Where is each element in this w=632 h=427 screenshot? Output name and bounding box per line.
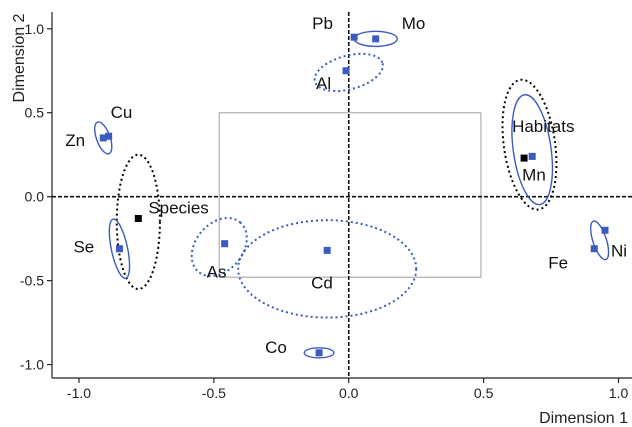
point-marker-ni xyxy=(601,226,609,234)
point-marker-pb xyxy=(350,33,358,41)
confidence-ellipse-species xyxy=(115,153,161,291)
point-label-zn: Zn xyxy=(65,131,85,150)
inner-box-layer xyxy=(218,112,482,278)
point-label-cu: Cu xyxy=(111,103,133,122)
x-tick-label: -0.5 xyxy=(202,385,226,401)
point-label-ni: Ni xyxy=(611,241,627,260)
point-label-habitats: Habitats xyxy=(512,117,574,136)
point-marker-al xyxy=(342,67,350,75)
point-label-fe: Fe xyxy=(548,254,568,273)
y-tick-label: 0.5 xyxy=(25,105,45,121)
point-label-mo: Mo xyxy=(402,14,426,33)
point-label-al: Al xyxy=(316,74,331,93)
point-marker-mn xyxy=(528,152,536,160)
point-layer xyxy=(99,33,609,357)
confidence-ellipse-mn xyxy=(511,94,554,206)
point-label-species: Species xyxy=(148,199,208,218)
point-label-se: Se xyxy=(73,238,94,257)
confidence-ellipse-se xyxy=(108,218,131,280)
point-label-mn: Mn xyxy=(522,165,546,184)
confidence-ellipse-habitats xyxy=(501,78,558,211)
point-marker-mo xyxy=(372,35,380,43)
point-marker-se xyxy=(115,245,123,253)
point-marker-co xyxy=(315,349,323,357)
y-tick-label: 0.0 xyxy=(25,189,45,205)
ellipse-layer xyxy=(94,30,610,359)
confidence-ellipse-al xyxy=(313,52,384,93)
y-tick-label: -1.0 xyxy=(20,357,44,373)
y-tick-label: 1.0 xyxy=(25,21,45,37)
point-marker-cu xyxy=(105,132,113,140)
point-marker-fe xyxy=(590,245,598,253)
point-label-cd: Cd xyxy=(311,273,333,292)
point-marker-species xyxy=(134,215,142,223)
confidence-ellipse-co xyxy=(303,347,335,359)
axes-layer: -1.0 -0.5 0.0 0.5 1.0 -1.0 -0.5 0.0 0.5 1.0 xyxy=(20,12,632,401)
point-label-as: As xyxy=(207,263,227,282)
x-tick-label: 0.0 xyxy=(339,385,359,401)
confidence-ellipse-fe xyxy=(589,220,610,261)
x-tick-label: -1.0 xyxy=(67,385,91,401)
point-label-co: Co xyxy=(265,338,287,357)
point-marker-habitats xyxy=(520,154,528,162)
x-tick-label: 1.0 xyxy=(609,385,629,401)
confidence-ellipse-as xyxy=(190,217,248,278)
y-tick-label: -0.5 xyxy=(20,273,44,289)
inner-box xyxy=(218,112,482,278)
point-marker-cd xyxy=(323,246,331,254)
point-label-pb: Pb xyxy=(312,14,333,33)
point-marker-zn xyxy=(99,134,107,142)
y-axis-label: Dimension 2 xyxy=(11,13,28,102)
x-axis-label: Dimension 1 xyxy=(539,410,628,427)
x-tick-label: 0.5 xyxy=(474,385,494,401)
confidence-ellipse-cd xyxy=(237,219,418,319)
label-layer: Pb Mo Al Cu Zn Species Se As Cd Habitats Mn Ni Fe Co xyxy=(65,14,627,357)
point-marker-as xyxy=(221,240,229,248)
